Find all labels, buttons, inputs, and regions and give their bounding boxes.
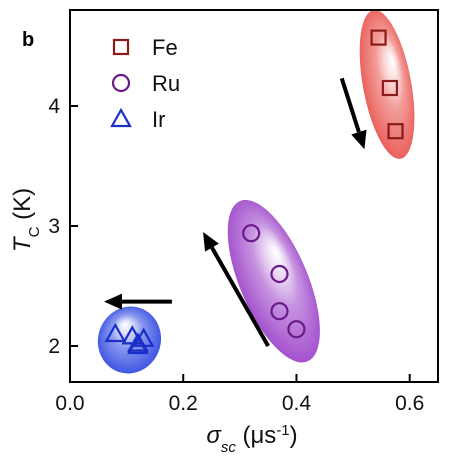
panel-label: b (22, 29, 34, 51)
data-point-ir (127, 332, 149, 352)
y-axis-subscript: C (26, 226, 43, 237)
legend-marker-ir (110, 107, 132, 128)
x-axis-ticks: 0.0 0.2 0.4 0.6 (55, 374, 424, 415)
data-point-ru (287, 320, 306, 339)
trend-arrow-head (203, 232, 219, 252)
data-point-ir (127, 334, 149, 355)
y-axis-symbol: T (9, 235, 36, 252)
x-axis-unit: (μs (236, 422, 277, 449)
plot-frame (69, 9, 439, 383)
legend-label-fe: Fe (152, 35, 178, 60)
cluster-blob-ir (97, 306, 162, 374)
trend-arrow-head (103, 293, 122, 310)
x-axis-symbol: σ (206, 422, 222, 449)
data-point-ru (270, 302, 289, 321)
x-tick-label: 0.6 (395, 392, 424, 415)
legend-label-ru: Ru (152, 71, 180, 96)
x-axis-label: σsc (μs-1) (206, 422, 297, 456)
cluster-blob-ru (227, 199, 320, 363)
x-axis-subscript: sc (221, 439, 237, 456)
x-axis-exponent: -1 (276, 422, 289, 439)
cluster-blob-fe (359, 9, 415, 159)
y-axis-unit: (K) (9, 188, 36, 227)
trend-arrow-head (351, 129, 367, 150)
data-point-ir (104, 322, 127, 343)
x-tick-label: 0.2 (169, 392, 198, 415)
y-axis-label: TC (K) (9, 188, 43, 252)
y-tick-label: 3 (48, 215, 60, 238)
data-point-ru (270, 264, 289, 284)
legend: Fe Ru Ir (110, 35, 180, 132)
legend-marker-ru (111, 73, 131, 93)
trend-arrow-shaft (339, 77, 361, 133)
data-point-ru (242, 224, 261, 243)
data-points (104, 29, 404, 355)
y-axis-ticks: 2 3 4 (48, 95, 78, 358)
legend-label-ir: Ir (152, 107, 165, 132)
x-axis-close: ) (290, 422, 298, 449)
legend-marker-fe (112, 38, 130, 56)
y-tick-label: 2 (48, 335, 60, 358)
x-tick-label: 0.4 (282, 392, 312, 415)
data-point-fe (370, 29, 387, 46)
trend-arrow-shaft (210, 246, 270, 347)
data-point-fe (381, 79, 398, 97)
data-point-fe (387, 123, 404, 140)
y-tick-label: 4 (48, 95, 60, 118)
x-tick-label: 0.0 (55, 392, 84, 415)
trend-arrows (103, 77, 367, 347)
